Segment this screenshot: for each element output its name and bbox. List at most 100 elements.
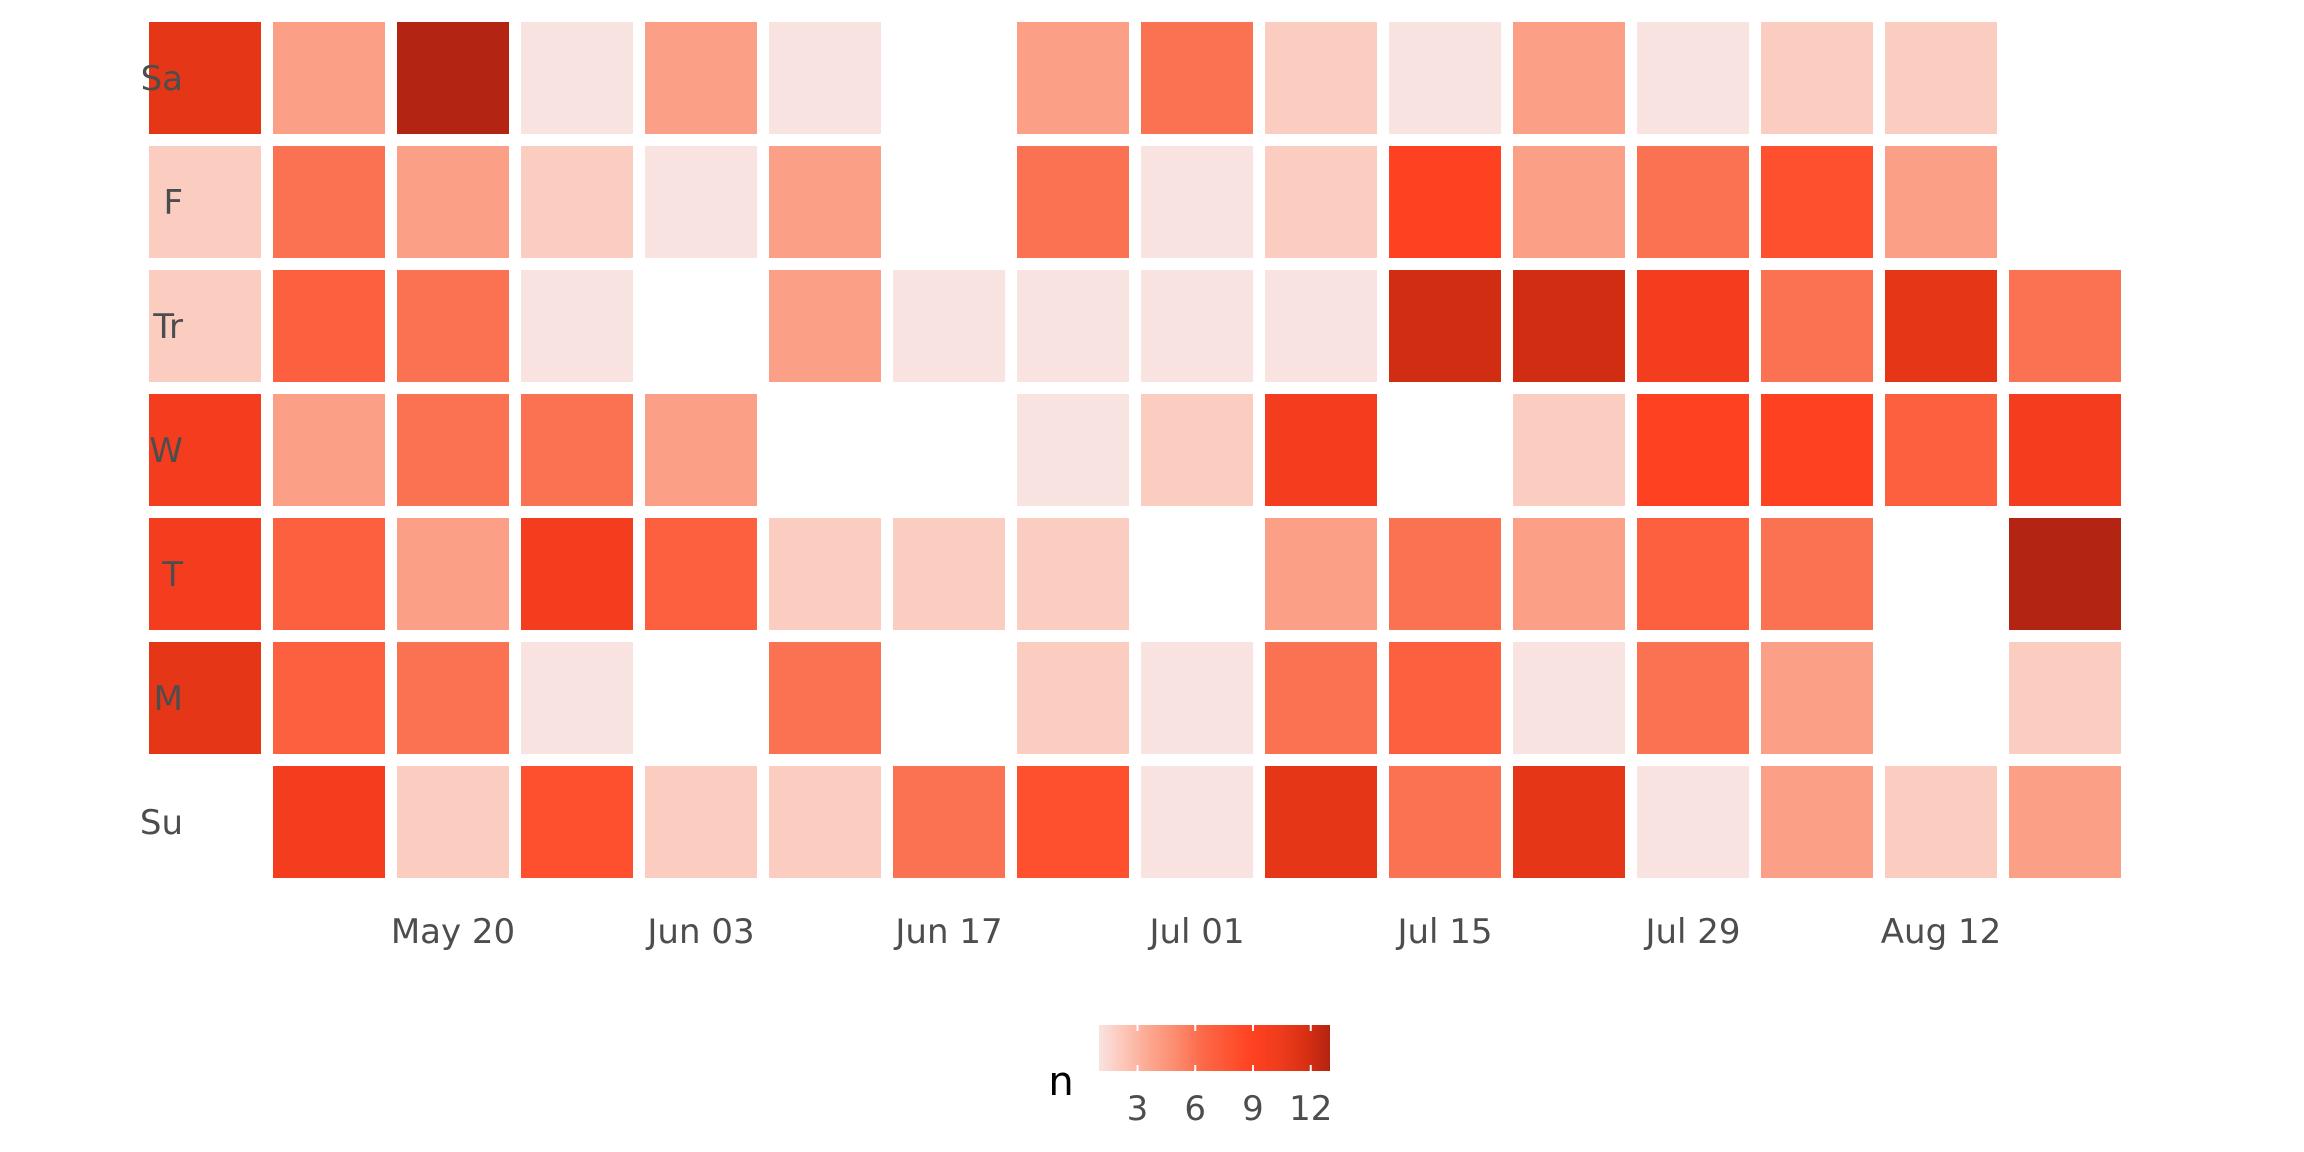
heatmap-cell	[521, 394, 633, 506]
heatmap-cell	[521, 270, 633, 382]
heatmap-cell	[893, 270, 1005, 382]
heatmap-cell	[769, 146, 881, 258]
heatmap-cell	[893, 518, 1005, 630]
x-tick-label: Jul 01	[1147, 912, 1244, 952]
heatmap-cell	[1141, 766, 1253, 878]
heatmap-cell	[1513, 22, 1625, 134]
heatmap-cell	[1265, 146, 1377, 258]
heatmap-cell	[1637, 766, 1749, 878]
heatmap-cell	[1389, 642, 1501, 754]
heatmap-cell	[397, 766, 509, 878]
day-label: Sa	[141, 59, 183, 99]
heatmap-cell	[397, 642, 509, 754]
heatmap-cell	[1761, 518, 1873, 630]
heatmap-cell	[149, 146, 261, 258]
day-label: Su	[140, 803, 183, 843]
heatmap-cell	[1017, 270, 1129, 382]
day-label: T	[161, 555, 183, 595]
heatmap-cell	[1265, 518, 1377, 630]
heatmap-cell	[397, 22, 509, 134]
legend-tick-label: 12	[1289, 1089, 1332, 1129]
heatmap-cell	[1141, 146, 1253, 258]
heatmap-cells	[149, 22, 2121, 878]
heatmap-cell	[1017, 394, 1129, 506]
day-label: M	[154, 679, 183, 719]
heatmap-cell	[397, 270, 509, 382]
heatmap-cell	[149, 394, 261, 506]
heatmap-cell	[273, 642, 385, 754]
heatmap-cell	[1141, 394, 1253, 506]
heatmap-cell	[521, 766, 633, 878]
x-tick-label: Aug 12	[1881, 912, 2001, 952]
heatmap-cell	[149, 642, 261, 754]
heatmap-cell	[645, 146, 757, 258]
heatmap-cell	[1141, 270, 1253, 382]
heatmap-cell	[893, 766, 1005, 878]
heatmap-cell	[1885, 146, 1997, 258]
y-axis-day-labels: Su M T W Tr F Sa	[140, 59, 183, 843]
heatmap-cell	[1761, 642, 1873, 754]
heatmap-cell	[397, 146, 509, 258]
heatmap-cell	[1265, 394, 1377, 506]
heatmap-cell	[1761, 146, 1873, 258]
heatmap-cell	[273, 270, 385, 382]
heatmap-cell	[769, 766, 881, 878]
heatmap-cell	[1637, 146, 1749, 258]
heatmap-cell	[1389, 766, 1501, 878]
heatmap-cell	[1885, 394, 1997, 506]
heatmap-cell	[273, 518, 385, 630]
heatmap-cell	[1761, 394, 1873, 506]
heatmap-cell	[1513, 270, 1625, 382]
heatmap-cell	[1637, 642, 1749, 754]
heatmap-cell	[273, 22, 385, 134]
heatmap-cell	[1265, 642, 1377, 754]
legend-tick-label: 6	[1184, 1089, 1206, 1129]
day-label: Tr	[152, 307, 183, 347]
heatmap-cell	[149, 270, 261, 382]
heatmap-cell	[397, 394, 509, 506]
heatmap-cell	[645, 766, 757, 878]
heatmap-cell	[1017, 518, 1129, 630]
legend-tick-label: 3	[1127, 1089, 1149, 1129]
heatmap-cell	[1389, 146, 1501, 258]
heatmap-cell	[273, 394, 385, 506]
heatmap-cell	[521, 22, 633, 134]
heatmap-cell	[2009, 642, 2121, 754]
color-legend: n 3 6 9 12	[1048, 1025, 1332, 1129]
heatmap-cell	[1761, 766, 1873, 878]
heatmap-cell	[1513, 642, 1625, 754]
legend-color-bar	[1099, 1025, 1330, 1071]
heatmap-cell	[2009, 518, 2121, 630]
heatmap-cell	[1637, 22, 1749, 134]
heatmap-cell	[521, 146, 633, 258]
x-axis-tick-labels: May 20 Jun 03 Jun 17 Jul 01 Jul 15 Jul 29 Aug …	[391, 912, 2001, 952]
heatmap-cell	[2009, 270, 2121, 382]
heatmap-cell	[1637, 270, 1749, 382]
heatmap-cell	[1637, 518, 1749, 630]
heatmap-cell	[2009, 766, 2121, 878]
heatmap-cell	[1017, 146, 1129, 258]
heatmap-cell	[1017, 642, 1129, 754]
heatmap-cell	[521, 642, 633, 754]
heatmap-cell	[1513, 766, 1625, 878]
heatmap-cell	[769, 642, 881, 754]
heatmap-cell	[1637, 394, 1749, 506]
heatmap-cell	[1389, 518, 1501, 630]
heatmap-cell	[1389, 270, 1501, 382]
heatmap-cell	[1761, 270, 1873, 382]
heatmap-cell	[769, 22, 881, 134]
heatmap-cell	[769, 518, 881, 630]
x-tick-label: Jul 15	[1395, 912, 1492, 952]
heatmap-cell	[645, 518, 757, 630]
heatmap-cell	[1017, 22, 1129, 134]
legend-tick-label: 9	[1242, 1089, 1264, 1129]
heatmap-cell	[1761, 22, 1873, 134]
day-label: W	[149, 431, 183, 471]
x-tick-label: Jul 29	[1643, 912, 1740, 952]
heatmap-cell	[645, 394, 757, 506]
heatmap-cell	[273, 766, 385, 878]
heatmap-cell	[1389, 22, 1501, 134]
heatmap-cell	[1885, 22, 1997, 134]
heatmap-cell	[1265, 22, 1377, 134]
